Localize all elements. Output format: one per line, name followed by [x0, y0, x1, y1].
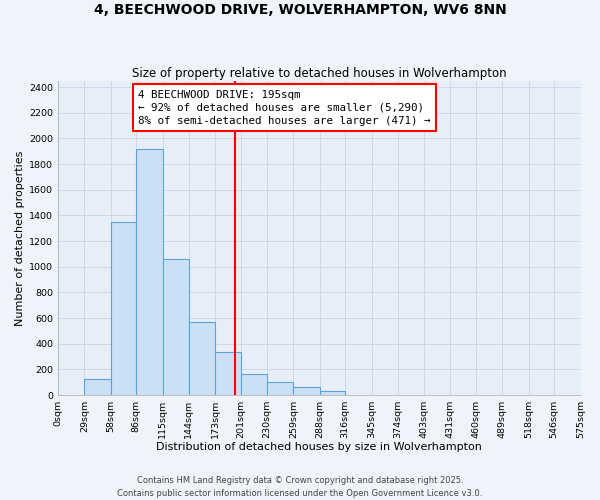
Bar: [189, 322, 215, 395]
Bar: [163, 259, 189, 395]
Y-axis label: Number of detached properties: Number of detached properties: [15, 150, 25, 326]
Bar: [136, 148, 163, 395]
Bar: [293, 388, 320, 395]
Bar: [241, 374, 267, 395]
Bar: [320, 391, 345, 395]
Bar: [85, 379, 111, 395]
Text: 4 BEECHWOOD DRIVE: 195sqm
← 92% of detached houses are smaller (5,290)
8% of sem: 4 BEECHWOOD DRIVE: 195sqm ← 92% of detac…: [138, 90, 430, 126]
Title: Size of property relative to detached houses in Wolverhampton: Size of property relative to detached ho…: [132, 66, 506, 80]
Bar: [215, 352, 241, 395]
Text: Contains HM Land Registry data © Crown copyright and database right 2025.
Contai: Contains HM Land Registry data © Crown c…: [118, 476, 482, 498]
Bar: [111, 222, 136, 395]
Bar: [267, 382, 293, 395]
X-axis label: Distribution of detached houses by size in Wolverhampton: Distribution of detached houses by size …: [157, 442, 482, 452]
Text: 4, BEECHWOOD DRIVE, WOLVERHAMPTON, WV6 8NN: 4, BEECHWOOD DRIVE, WOLVERHAMPTON, WV6 8…: [94, 2, 506, 16]
